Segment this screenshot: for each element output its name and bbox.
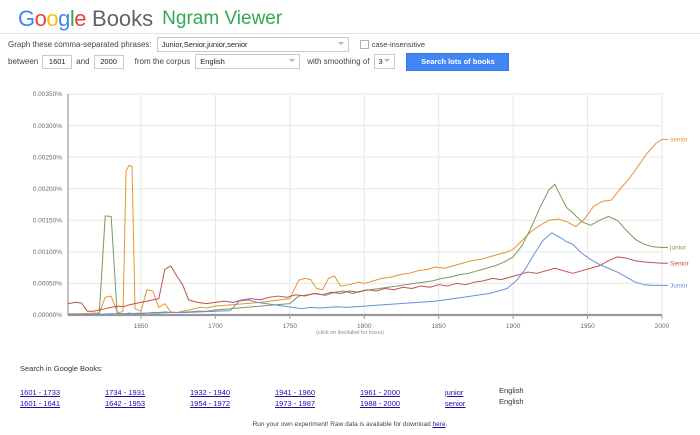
- product-title: Ngram Viewer: [162, 8, 283, 29]
- and-label: and: [76, 57, 90, 66]
- search-links-row: 1601 - 1733 1734 - 1931 1932 - 1940 1941 - …: [20, 385, 680, 397]
- download-link[interactable]: here: [432, 421, 446, 428]
- svg-text:0.00150%: 0.00150%: [33, 217, 62, 224]
- search-links: 1601 - 1733 1734 - 1931 1932 - 1940 1941 - …: [20, 385, 680, 408]
- phrases-label: Graph these comma-separated phrases:: [8, 39, 152, 49]
- checkbox-box-icon[interactable]: [359, 39, 369, 49]
- year-end-input[interactable]: 2000: [93, 54, 124, 69]
- range-cell: 1973 - 1987: [275, 393, 360, 411]
- chart-svg[interactable]: 0.00000% 0.00050% 0.00100% 0.00150% 0.00200%…: [0, 82, 700, 337]
- corpus-value: English: [200, 57, 225, 66]
- chevron-down-icon[interactable]: [289, 59, 296, 62]
- chart-hint: (click on line/label for focus): [316, 330, 384, 336]
- term-link[interactable]: junior: [445, 387, 464, 397]
- search-in-google-books-label: Search in Google Books:: [20, 364, 103, 373]
- logo-letter: l: [69, 6, 75, 31]
- options-row: between 1601 and 2000 from the corpus En…: [8, 52, 692, 71]
- range-cell: 1734 - 1931: [105, 382, 190, 400]
- range-cell: 1941 - 1960: [275, 382, 360, 400]
- corpus-label-cell: English: [499, 386, 524, 395]
- svg-text:senior: senior: [670, 137, 689, 144]
- logo-letter: G: [18, 6, 35, 31]
- footer-text: Run your own experiment! Raw data is ava…: [252, 421, 433, 428]
- logo-letter: o: [46, 6, 59, 31]
- year-range-link[interactable]: 1988 - 2000: [360, 398, 401, 408]
- year-range-link[interactable]: 1642 - 1953: [105, 398, 146, 408]
- svg-text:1700: 1700: [208, 323, 223, 330]
- svg-text:Senior: Senior: [670, 260, 690, 267]
- svg-text:1850: 1850: [431, 323, 446, 330]
- term-link[interactable]: senior: [445, 398, 466, 408]
- case-insensitive-label: case-insensitive: [371, 39, 425, 49]
- smoothing-label: with smoothing of: [307, 57, 370, 66]
- year-range-link[interactable]: 1954 - 1972: [190, 398, 231, 408]
- footer: Run your own experiment! Raw data is ava…: [0, 421, 700, 428]
- range-cell: 1988 - 2000: [360, 393, 445, 411]
- footer-tail: .: [445, 421, 448, 428]
- term-cell: junior: [445, 382, 477, 400]
- year-range-link[interactable]: 1961 - 2000: [360, 387, 401, 397]
- svg-text:1900: 1900: [506, 323, 521, 330]
- year-range-link[interactable]: 1932 - 1940: [190, 387, 231, 397]
- smoothing-value: 3: [378, 57, 383, 66]
- range-cell: 1601 - 1733: [20, 382, 105, 400]
- google-logo[interactable]: Google: [18, 6, 87, 32]
- search-links-row: 1601 - 1641 1642 - 1953 1954 - 1972 1973 - …: [20, 396, 680, 408]
- range-cell: 1601 - 1641: [20, 393, 105, 411]
- year-range-link[interactable]: 1601 - 1641: [20, 398, 61, 408]
- corpus-label: from the corpus: [134, 57, 191, 66]
- corpus-select[interactable]: English: [195, 54, 301, 69]
- svg-text:0.00200%: 0.00200%: [33, 186, 62, 193]
- case-insensitive-checkbox[interactable]: case-insensitive: [359, 39, 425, 49]
- year-range-link[interactable]: 1601 - 1733: [20, 387, 61, 397]
- masthead: Google Books Ngram Viewer: [18, 6, 282, 32]
- svg-text:0.00300%: 0.00300%: [33, 123, 62, 130]
- year-range-link[interactable]: 1941 - 1960: [275, 387, 316, 397]
- svg-text:1800: 1800: [357, 323, 372, 330]
- range-cell: 1961 - 2000: [360, 382, 445, 400]
- svg-text:1750: 1750: [283, 323, 298, 330]
- year-start-input[interactable]: 1601: [42, 54, 73, 69]
- range-cell: 1954 - 1972: [190, 393, 275, 411]
- logo-letter: g: [58, 6, 70, 31]
- svg-text:1650: 1650: [134, 323, 149, 330]
- svg-text:2000: 2000: [655, 323, 670, 330]
- header-divider: [0, 33, 700, 34]
- chevron-down-icon[interactable]: [384, 59, 391, 62]
- svg-text:0.00250%: 0.00250%: [33, 154, 62, 161]
- books-wordmark: Books: [92, 6, 154, 31]
- smoothing-select[interactable]: 3: [374, 54, 396, 69]
- between-label: between: [8, 57, 39, 66]
- range-cell: 1932 - 1940: [190, 382, 275, 400]
- phrases-input[interactable]: Junior,Senior,junior,senior: [156, 36, 349, 52]
- corpus-label-cell: English: [499, 397, 524, 406]
- year-range-link[interactable]: 1973 - 1987: [275, 398, 316, 408]
- svg-text:0.00350%: 0.00350%: [33, 91, 62, 98]
- year-range-link[interactable]: 1734 - 1931: [105, 387, 146, 397]
- svg-text:0.00000%: 0.00000%: [33, 312, 62, 319]
- range-cell: 1642 - 1953: [105, 393, 190, 411]
- phrases-value: Junior,Senior,junior,senior: [161, 39, 248, 49]
- svg-text:0.00100%: 0.00100%: [33, 249, 62, 256]
- chevron-down-icon[interactable]: [337, 41, 344, 45]
- logo-letter: o: [34, 6, 47, 31]
- ngram-chart[interactable]: 0.00000% 0.00050% 0.00100% 0.00150% 0.00200%…: [0, 82, 700, 337]
- search-button[interactable]: Search lots of books: [406, 52, 510, 71]
- query-row: Graph these comma-separated phrases: Jun…: [8, 36, 692, 52]
- logo-letter: e: [74, 6, 87, 31]
- term-cell: senior: [445, 393, 477, 411]
- svg-text:0.00050%: 0.00050%: [33, 281, 62, 288]
- svg-text:1950: 1950: [580, 323, 595, 330]
- svg-text:Junior: Junior: [670, 283, 689, 290]
- svg-text:junior: junior: [669, 245, 687, 252]
